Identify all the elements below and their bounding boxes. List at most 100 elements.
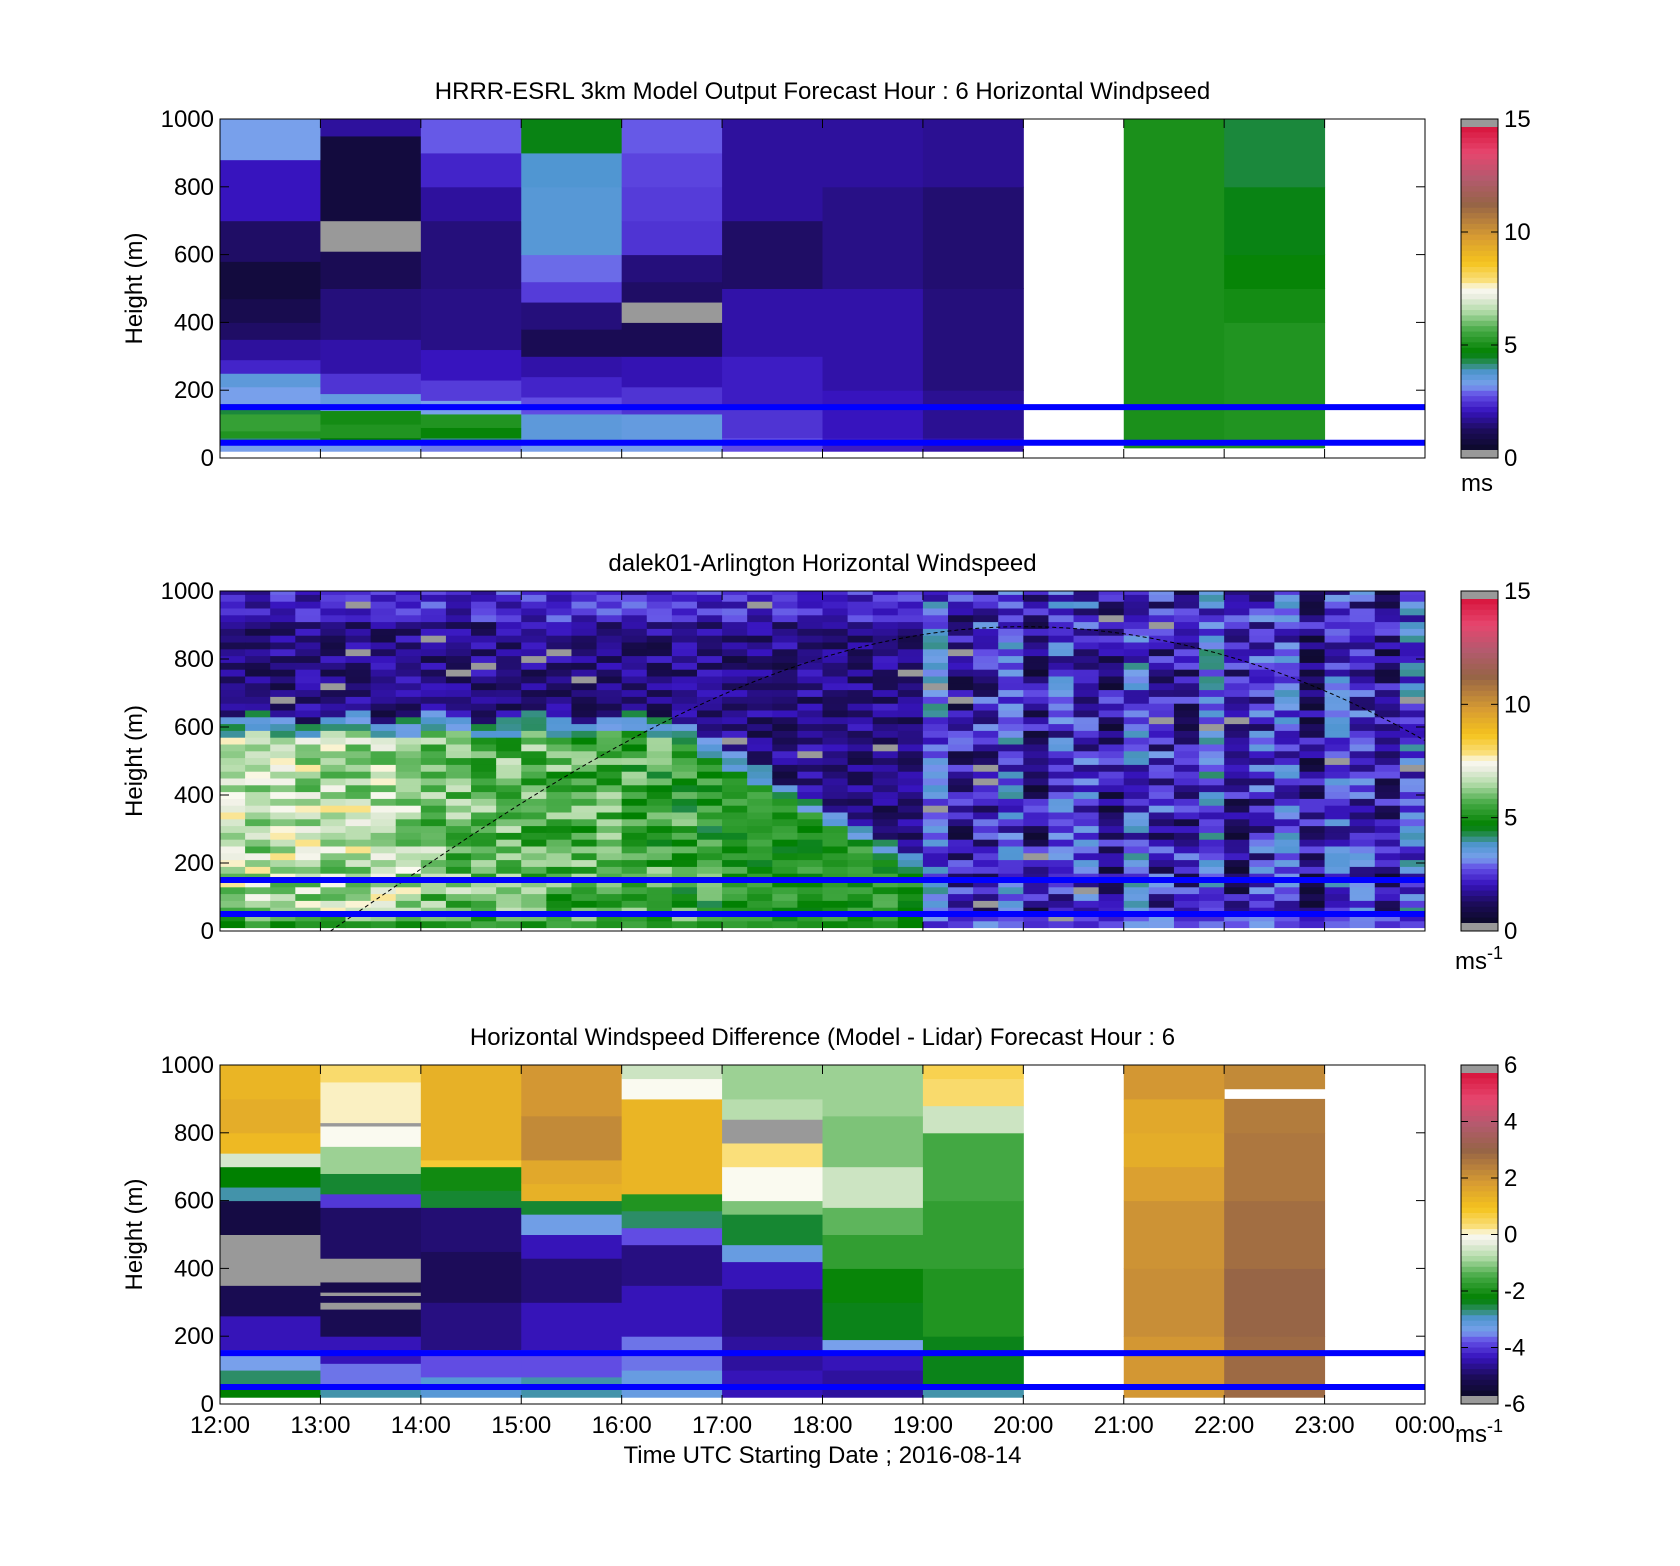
- heatmap-cell: [496, 655, 522, 663]
- heatmap-cell: [1199, 839, 1225, 847]
- heatmap-cell: [445, 812, 472, 820]
- heatmap-cell: [621, 805, 648, 813]
- heatmap-cell: [395, 757, 422, 765]
- heatmap-cell: [747, 866, 773, 874]
- heatmap-cell: [646, 764, 673, 772]
- heatmap-cell: [1249, 594, 1275, 602]
- heatmap-cell: [1274, 866, 1300, 874]
- heatmap-cell: [521, 1183, 623, 1202]
- heatmap-cell: [1374, 591, 1401, 595]
- heatmap-cell: [1349, 628, 1376, 636]
- heatmap-cell: [1324, 778, 1351, 786]
- heatmap-cell: [1123, 900, 1150, 908]
- colorbar-swatch: [1461, 755, 1498, 762]
- heatmap-cell: [722, 1065, 823, 1100]
- colorbar-swatch: [1461, 771, 1498, 778]
- heatmap-cell: [822, 730, 849, 738]
- heatmap-cell: [822, 642, 849, 650]
- heatmap-cell: [395, 880, 422, 888]
- heatmap-cell: [295, 716, 321, 725]
- heatmap-cell: [1399, 839, 1426, 847]
- heatmap-cell: [1324, 703, 1351, 711]
- y-tick-label: 400: [174, 1255, 214, 1282]
- heatmap-cell: [1374, 920, 1401, 929]
- colorbar-swatch: [1461, 680, 1498, 686]
- heatmap-cell: [696, 737, 723, 745]
- heatmap-cell: [1123, 1200, 1225, 1269]
- heatmap-cell: [1324, 825, 1351, 833]
- heatmap-cell: [370, 825, 397, 833]
- heatmap-cell: [596, 791, 623, 799]
- heatmap-cell: [445, 893, 472, 901]
- heatmap-cell: [395, 608, 422, 616]
- heatmap-cell: [797, 703, 823, 711]
- heatmap-cell: [1048, 635, 1075, 643]
- colorbar-swatch: [1461, 127, 1498, 133]
- heatmap-cell: [722, 737, 748, 745]
- heatmap-cell: [621, 900, 648, 908]
- heatmap-cell: [370, 628, 397, 636]
- heatmap-cell: [1249, 825, 1275, 833]
- heatmap-cell: [295, 859, 321, 867]
- heatmap-cell: [521, 614, 547, 623]
- heatmap-cell: [1023, 703, 1049, 711]
- heatmap-cell: [220, 628, 246, 636]
- heatmap-cell: [245, 920, 271, 929]
- heatmap-cell: [345, 846, 372, 854]
- heatmap-cell: [320, 621, 347, 629]
- y-tick-label: 200: [174, 850, 214, 877]
- heatmap-cell: [521, 356, 623, 378]
- heatmap-cell: [772, 669, 798, 677]
- heatmap-cell: [922, 893, 949, 901]
- heatmap-cell: [847, 764, 874, 772]
- heatmap-cell: [245, 614, 271, 623]
- heatmap-cell: [1399, 778, 1426, 786]
- heatmap-cell: [847, 866, 874, 874]
- heatmap-cell: [521, 784, 547, 793]
- heatmap-cell: [245, 818, 271, 827]
- heatmap-cell: [621, 716, 648, 725]
- heatmap-cell: [546, 642, 572, 650]
- heatmap-cell: [1349, 825, 1376, 833]
- heatmap-cell: [1349, 812, 1376, 820]
- heatmap-cell: [772, 662, 798, 670]
- heatmap-cell: [872, 818, 899, 827]
- heatmap-cell: [295, 591, 321, 595]
- heatmap-cell: [872, 614, 899, 623]
- heatmap-cell: [1399, 716, 1426, 725]
- heatmap-cell: [596, 880, 623, 888]
- heatmap-cell: [646, 832, 673, 840]
- heatmap-cell: [621, 893, 648, 901]
- heatmap-cell: [1224, 655, 1250, 663]
- colorbar-swatch: [1461, 874, 1498, 881]
- heatmap-cell: [245, 696, 271, 704]
- heatmap-cell: [722, 591, 748, 595]
- colorbar-swatch: [1461, 293, 1498, 300]
- heatmap-cell: [220, 818, 246, 827]
- heatmap-cell: [471, 839, 497, 847]
- heatmap-cell: [948, 662, 974, 670]
- heatmap-cell: [596, 873, 623, 881]
- heatmap-cell: [696, 852, 723, 861]
- heatmap-cell: [922, 288, 1024, 391]
- heatmap-cell: [1023, 778, 1049, 786]
- heatmap-cell: [420, 764, 447, 772]
- heatmap-cell: [1023, 907, 1049, 915]
- heatmap-cell: [445, 839, 472, 847]
- heatmap-cell: [1199, 784, 1225, 793]
- colorbar-swatch: [1461, 1239, 1498, 1246]
- heatmap-cell: [345, 839, 372, 847]
- heatmap-cell: [772, 621, 798, 629]
- heatmap-cell: [922, 880, 949, 888]
- heatmap-cell: [1224, 648, 1250, 657]
- heatmap-cell: [471, 737, 497, 745]
- heatmap-cell: [922, 900, 949, 908]
- heatmap-cell: [847, 805, 874, 813]
- heatmap-cell: [822, 852, 849, 861]
- heatmap-cell: [1224, 920, 1250, 929]
- heatmap-cell: [220, 920, 246, 929]
- heatmap-cell: [220, 261, 321, 300]
- heatmap-cell: [747, 778, 773, 786]
- heatmap-cell: [270, 642, 296, 650]
